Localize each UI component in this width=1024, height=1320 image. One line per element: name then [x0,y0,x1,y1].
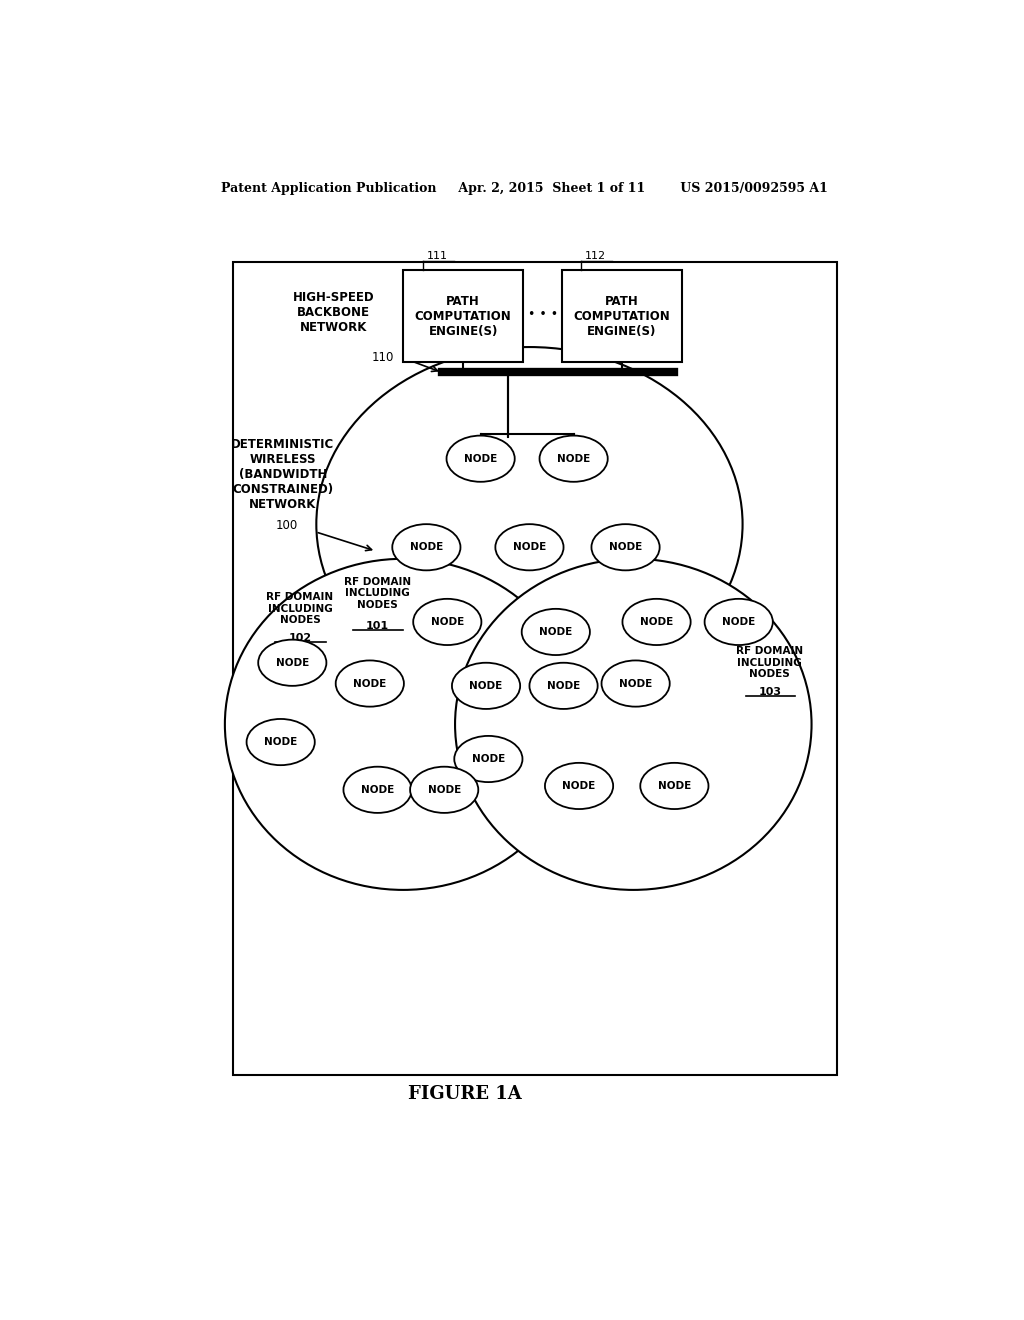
Text: NODE: NODE [353,678,386,689]
Ellipse shape [452,663,520,709]
Text: NODE: NODE [275,657,309,668]
Text: • • •: • • • [527,308,558,321]
Ellipse shape [336,660,403,706]
FancyBboxPatch shape [232,263,838,1074]
FancyBboxPatch shape [562,271,682,363]
Text: 103: 103 [758,686,781,697]
Text: DETERMINISTIC
WIRELESS
(BANDWIDTH
CONSTRAINED)
NETWORK: DETERMINISTIC WIRELESS (BANDWIDTH CONSTR… [231,438,335,511]
Text: NODE: NODE [540,627,572,638]
Text: NODE: NODE [640,616,673,627]
Text: 102: 102 [289,634,311,643]
Text: NODE: NODE [410,543,443,552]
Ellipse shape [705,599,773,645]
Ellipse shape [414,599,481,645]
Text: RF DOMAIN
INCLUDING
NODES: RF DOMAIN INCLUDING NODES [344,577,411,610]
Ellipse shape [316,347,742,701]
Text: 111: 111 [426,251,447,261]
Text: NODE: NODE [513,543,546,552]
Text: NODE: NODE [618,678,652,689]
Text: HIGH-SPEED
BACKBONE
NETWORK: HIGH-SPEED BACKBONE NETWORK [293,290,374,334]
Text: 110: 110 [372,351,394,363]
Ellipse shape [623,599,690,645]
Ellipse shape [392,524,461,570]
Text: NODE: NODE [264,737,297,747]
Ellipse shape [529,663,598,709]
Ellipse shape [225,558,582,890]
Ellipse shape [521,609,590,655]
Text: 101: 101 [366,620,389,631]
Text: NODE: NODE [562,781,596,791]
Text: NODE: NODE [557,454,590,463]
Text: PATH
COMPUTATION
ENGINE(S): PATH COMPUTATION ENGINE(S) [573,294,671,338]
Text: NODE: NODE [469,681,503,690]
Text: RF DOMAIN
INCLUDING
NODES: RF DOMAIN INCLUDING NODES [266,593,334,626]
Text: NODE: NODE [722,616,756,627]
Text: NODE: NODE [472,754,505,764]
Ellipse shape [496,524,563,570]
Ellipse shape [455,737,522,781]
Ellipse shape [455,558,812,890]
Text: RF DOMAIN
INCLUDING
NODES: RF DOMAIN INCLUDING NODES [736,647,803,680]
Text: NODE: NODE [360,785,394,795]
Ellipse shape [410,767,478,813]
Text: NODE: NODE [431,616,464,627]
Text: 100: 100 [275,519,298,532]
Ellipse shape [592,524,659,570]
Text: NODE: NODE [609,543,642,552]
Text: PATH
COMPUTATION
ENGINE(S): PATH COMPUTATION ENGINE(S) [415,294,512,338]
Ellipse shape [545,763,613,809]
Text: FIGURE 1A: FIGURE 1A [409,1085,522,1104]
Ellipse shape [446,436,515,482]
Ellipse shape [247,719,314,766]
Ellipse shape [640,763,709,809]
FancyBboxPatch shape [403,271,523,363]
Text: NODE: NODE [428,785,461,795]
Text: NODE: NODE [657,781,691,791]
Text: NODE: NODE [547,681,581,690]
Ellipse shape [601,660,670,706]
Text: 112: 112 [586,251,606,261]
Ellipse shape [258,640,327,686]
Ellipse shape [343,767,412,813]
Ellipse shape [540,436,607,482]
Text: NODE: NODE [464,454,498,463]
Text: Patent Application Publication     Apr. 2, 2015  Sheet 1 of 11        US 2015/00: Patent Application Publication Apr. 2, 2… [221,182,828,194]
